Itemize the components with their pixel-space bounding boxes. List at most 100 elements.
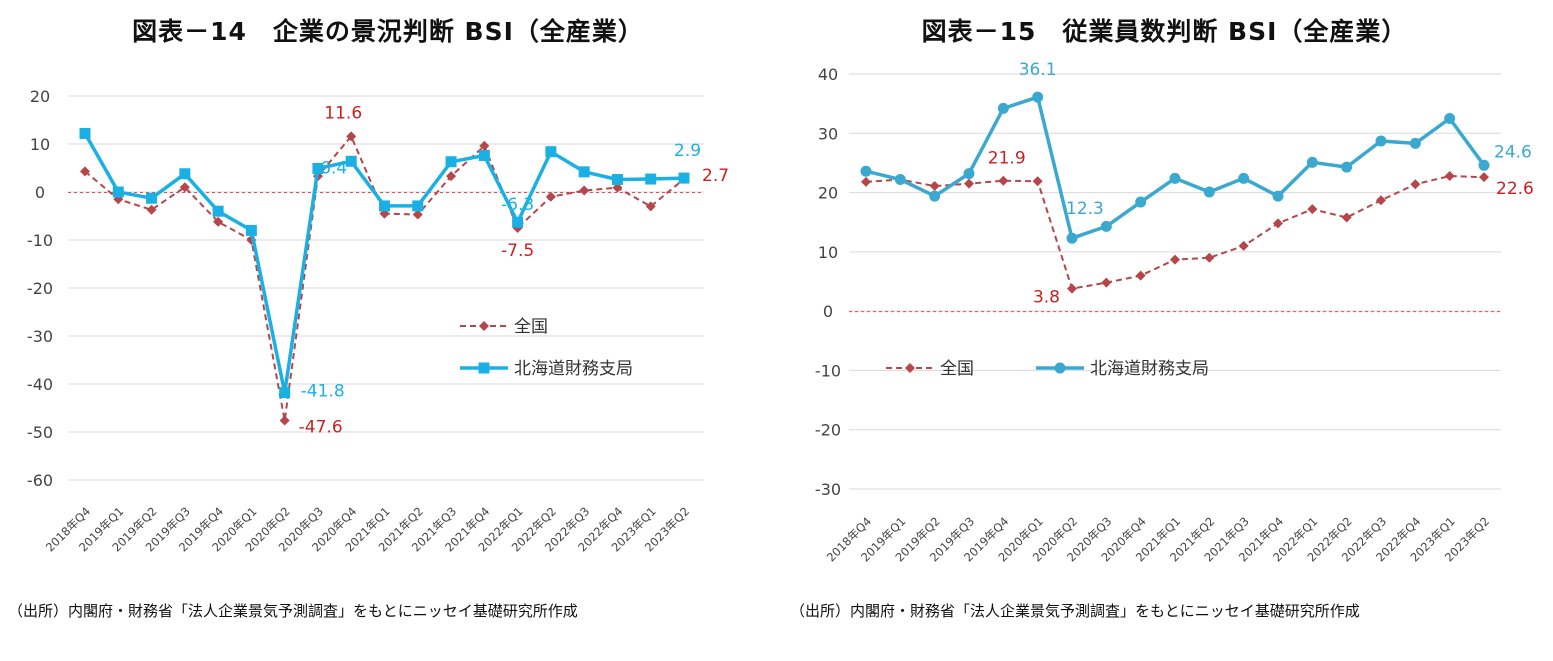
data-point-national [1410, 179, 1421, 190]
bsi-business-chart: 20100-10-20-30-40-50-602018年Q42019年Q1201… [27, 87, 729, 555]
data-point-hokkaido [997, 102, 1009, 114]
chart-panel-bsi-employment: 図表－15 従業員数判断 BSI（全産業） 40 30 20 10 0 -10 -20 -30… [776, 0, 1553, 661]
data-point-national [412, 209, 423, 220]
data-point-national [998, 175, 1009, 186]
data-point-national [1135, 270, 1146, 281]
legend-marker [1054, 362, 1066, 374]
data-point-national [1204, 252, 1215, 263]
y-tick-label: 30 [818, 124, 838, 143]
data-point-hokkaido [678, 172, 690, 184]
data-point-hokkaido [1100, 220, 1112, 232]
data-label: 12.3 [1066, 199, 1104, 219]
y-tick-label: -10 [815, 361, 841, 380]
data-point-hokkaido [1341, 161, 1353, 173]
data-point-hokkaido [112, 186, 124, 198]
chart-title: 図表－15 従業員数判断 BSI（全産業） [921, 17, 1408, 46]
data-point-hokkaido [279, 387, 291, 399]
series-line-hokkaido [83, 132, 685, 395]
data-label: 24.6 [1494, 142, 1532, 162]
y-tick-label: -20 [27, 279, 53, 298]
data-label: 2.7 [702, 166, 729, 186]
data-point-hokkaido [1478, 159, 1490, 171]
data-point-national [545, 191, 556, 202]
data-label: -47.6 [299, 417, 343, 437]
data-point-national [213, 216, 224, 227]
legend-marker [905, 363, 915, 373]
data-point-hokkaido [412, 200, 424, 212]
data-point-hokkaido [1238, 172, 1250, 184]
y-tick-label: 10 [818, 243, 838, 262]
data-point-national [929, 181, 940, 192]
y-tick-label: 0 [823, 302, 833, 321]
data-label: -7.5 [501, 241, 534, 261]
data-point-national [1479, 172, 1489, 183]
legend-label: 北海道財務支局 [1090, 359, 1209, 379]
data-label: 11.6 [324, 103, 362, 123]
data-point-hokkaido [79, 127, 91, 139]
data-label: 22.6 [1496, 179, 1534, 199]
series-line-hokkaido [865, 95, 1486, 240]
y-tick-label: -50 [27, 423, 53, 442]
data-label: 6.4 [320, 158, 347, 178]
legend-label: 全国 [940, 359, 974, 379]
data-point-hokkaido [860, 165, 872, 177]
data-point-national [861, 176, 871, 187]
data-point-national [964, 178, 974, 189]
legend-marker [478, 362, 490, 374]
data-point-hokkaido [379, 200, 390, 212]
data-point-hokkaido [1135, 196, 1147, 208]
data-point-hokkaido [512, 216, 524, 228]
y-tick-label: -60 [27, 471, 53, 490]
data-point-hokkaido [1444, 112, 1456, 124]
y-tick-label: -30 [815, 480, 841, 499]
data-point-national [1067, 283, 1077, 294]
data-point-hokkaido [345, 155, 357, 167]
data-point-hokkaido [478, 150, 490, 162]
data-point-national [1444, 170, 1455, 181]
data-point-hokkaido [1169, 172, 1181, 184]
bsi-employment-chart: 403020100-10-20-302018年Q42019年Q12019年Q22… [815, 60, 1534, 564]
data-point-hokkaido [1032, 91, 1044, 103]
data-point-hokkaido [1272, 190, 1284, 202]
data-label: 2.9 [674, 141, 701, 161]
data-label: 21.9 [988, 148, 1026, 168]
y-tick-label: 0 [35, 183, 45, 202]
data-point-hokkaido [146, 192, 158, 204]
y-tick-label: 40 [818, 65, 838, 84]
data-point-hokkaido [545, 146, 557, 158]
data-point-national [612, 182, 623, 193]
data-point-national [1032, 176, 1043, 187]
data-point-hokkaido [445, 156, 457, 168]
data-point-national [279, 415, 290, 426]
data-point-national [446, 171, 457, 182]
data-point-national [645, 201, 656, 212]
y-tick-label: -40 [27, 375, 53, 394]
data-point-hokkaido [611, 174, 623, 186]
data-label: 36.1 [1019, 60, 1057, 80]
data-point-national [80, 166, 90, 177]
data-point-national [179, 182, 190, 193]
y-tick-label: -30 [27, 327, 53, 346]
data-point-national [1101, 277, 1112, 288]
data-point-national [479, 140, 490, 151]
data-point-hokkaido [1203, 186, 1215, 198]
data-point-hokkaido [312, 162, 324, 174]
y-tick-label: 20 [818, 184, 838, 203]
y-tick-label: 20 [30, 87, 50, 106]
data-label: -6.3 [501, 195, 534, 215]
data-point-national [1376, 195, 1386, 206]
data-point-national [579, 185, 590, 196]
data-point-hokkaido [1409, 137, 1421, 149]
legend-label: 北海道財務支局 [514, 359, 633, 379]
data-point-national [1273, 218, 1283, 229]
source-note: （出所）内閣府・財務省「法人企業景気予測調査」をもとにニッセイ基礎研究所作成 [8, 602, 578, 620]
data-point-hokkaido [1066, 232, 1078, 244]
data-point-hokkaido [963, 168, 975, 180]
data-point-hokkaido [894, 174, 906, 186]
legend-label: 全国 [514, 317, 548, 337]
data-point-hokkaido [245, 224, 257, 236]
y-tick-label: -20 [815, 421, 841, 440]
data-point-hokkaido [1306, 156, 1318, 168]
chart-title: 図表－14 企業の景況判断 BSI（全産業） [132, 17, 644, 46]
chart-panel-bsi-business: 図表－14 企業の景況判断 BSI（全産業） 20 10 0 -10 -20 -30 -40… [0, 0, 776, 661]
